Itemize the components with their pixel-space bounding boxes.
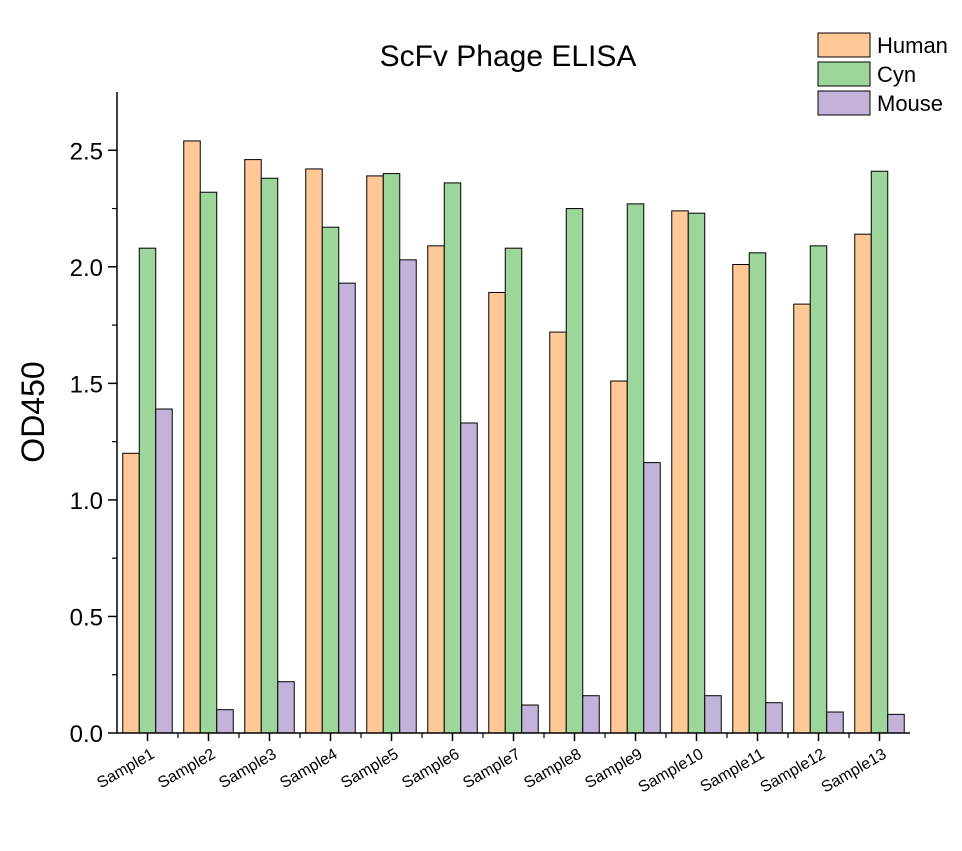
- bar-human-sample6: [427, 245, 445, 734]
- bar-human-sample11: [732, 263, 750, 734]
- bar-mouse-sample7: [521, 704, 539, 734]
- bar-human-sample9: [610, 380, 628, 734]
- y-tick-label: 1.5: [70, 371, 103, 398]
- bar-cyn-sample6: [443, 182, 462, 734]
- x-tick-label: Sample9: [582, 746, 645, 792]
- legend-label-mouse: Mouse: [877, 91, 943, 116]
- bar-mouse-sample3: [277, 681, 295, 734]
- bar-mouse-sample1: [155, 408, 173, 734]
- x-tick-label: Sample7: [460, 746, 523, 792]
- bar-human-sample8: [549, 331, 567, 734]
- bar-human-sample3: [244, 159, 262, 734]
- chart-title: ScFv Phage ELISA: [380, 40, 637, 73]
- bar-cyn-sample2: [199, 191, 218, 734]
- legend-swatch-mouse: [817, 90, 871, 116]
- bar-human-sample5: [366, 175, 384, 734]
- bar-human-sample13: [854, 233, 872, 734]
- bar-mouse-sample9: [643, 462, 661, 734]
- legend: Human Cyn Mouse: [817, 32, 948, 116]
- bar-cyn-sample13: [870, 170, 889, 734]
- x-ticks-group: Sample1Sample2Sample3Sample4Sample5Sampl…: [94, 733, 890, 797]
- bar-mouse-sample13: [887, 713, 905, 734]
- x-tick-label: Sample13: [819, 746, 890, 797]
- bar-cyn-sample11: [748, 252, 767, 734]
- bar-human-sample2: [183, 140, 201, 734]
- x-tick-label: Sample3: [216, 746, 279, 792]
- x-tick-label: Sample6: [399, 746, 462, 792]
- bars-group: [122, 140, 905, 734]
- bar-cyn-sample9: [626, 203, 645, 734]
- x-tick-label: Sample10: [636, 746, 707, 797]
- bar-mouse-sample4: [338, 282, 356, 734]
- x-tick-label: Sample12: [758, 746, 829, 797]
- bar-cyn-sample10: [687, 212, 706, 734]
- bar-human-sample4: [305, 168, 323, 734]
- legend-swatch-human: [817, 32, 871, 58]
- x-tick-label: Sample5: [338, 746, 401, 792]
- legend-swatch-cyn: [817, 61, 871, 87]
- y-tick-label: 0.0: [70, 721, 103, 748]
- x-tick-label: Sample4: [277, 746, 340, 792]
- y-axis-label: OD450: [15, 361, 51, 462]
- bar-cyn-sample8: [565, 208, 584, 734]
- bar-mouse-sample12: [826, 711, 844, 734]
- y-tick-label: 1.0: [70, 488, 103, 515]
- x-tick-label: Sample8: [521, 746, 584, 792]
- bar-cyn-sample5: [382, 173, 401, 734]
- bar-human-sample1: [122, 452, 140, 734]
- y-tick-label: 2.0: [70, 255, 103, 282]
- x-tick-label: Sample11: [698, 746, 768, 796]
- bar-human-sample10: [671, 210, 689, 734]
- bar-mouse-sample10: [704, 695, 722, 734]
- x-tick-label: Sample1: [94, 746, 157, 792]
- bar-mouse-sample8: [582, 695, 600, 734]
- bar-human-sample12: [793, 303, 811, 734]
- bar-human-sample7: [488, 291, 506, 734]
- bar-mouse-sample5: [399, 259, 417, 734]
- bar-cyn-sample3: [260, 177, 279, 734]
- bar-mouse-sample11: [765, 702, 783, 734]
- y-tick-label: 2.5: [70, 138, 103, 165]
- y-ticks-group: 0.0 0.5 1.0 1.5 2.0 2.5: [70, 138, 117, 748]
- legend-label-cyn: Cyn: [877, 62, 916, 87]
- bar-cyn-sample4: [321, 226, 340, 734]
- bar-cyn-sample7: [504, 247, 523, 734]
- bar-cyn-sample12: [809, 245, 828, 734]
- legend-label-human: Human: [877, 33, 948, 58]
- bar-cyn-sample1: [138, 247, 157, 734]
- y-tick-label: 0.5: [70, 604, 103, 631]
- bar-mouse-sample2: [216, 709, 234, 734]
- bar-mouse-sample6: [460, 422, 478, 734]
- x-tick-label: Sample2: [155, 746, 218, 792]
